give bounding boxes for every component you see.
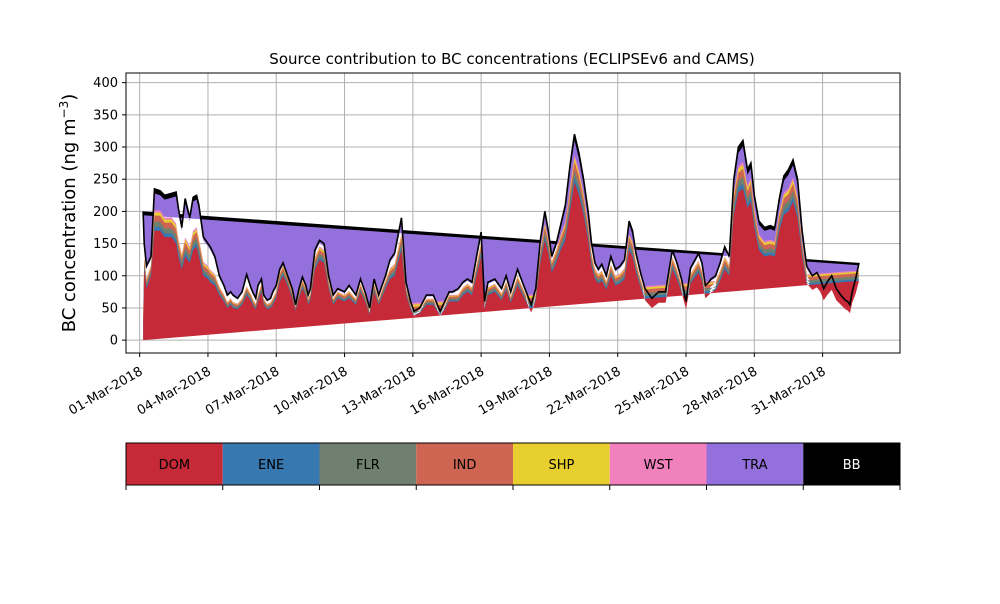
y-tick-label: 400	[93, 76, 118, 91]
legend-label-ENE: ENE	[258, 458, 284, 473]
y-axis-ticks: 0 50 100 150 200 250 300 350 400	[93, 76, 126, 349]
total-line	[142, 133, 860, 314]
x-tick-label: 31-Mar-2018	[749, 364, 828, 418]
legend-swatch-IND	[416, 443, 513, 485]
x-tick-label: 04-Mar-2018	[135, 364, 214, 418]
x-tick-label: 13-Mar-2018	[340, 364, 419, 418]
legend-swatch-BB	[803, 443, 900, 485]
legend-swatch-ENE	[222, 443, 320, 485]
x-tick-label: 07-Mar-2018	[203, 364, 282, 418]
y-axis-label: BC concentration (ng m−3)	[57, 94, 80, 333]
x-tick-label: 16-Mar-2018	[408, 364, 487, 418]
area-TRA	[143, 140, 860, 312]
legend-swatch-WST	[609, 443, 707, 485]
legend-label-DOM: DOM	[159, 458, 190, 473]
y-tick-label: 200	[93, 205, 118, 220]
legend-swatch-DOM	[126, 443, 223, 485]
x-tick-label: 19-Mar-2018	[476, 364, 555, 418]
x-tick-label: 28-Mar-2018	[681, 364, 760, 418]
total-bb-line	[142, 133, 860, 314]
legend-swatch-FLR	[319, 443, 417, 485]
legend-label-FLR: FLR	[356, 458, 380, 473]
legend-label-WST: WST	[644, 458, 673, 473]
x-tick-label: 10-Mar-2018	[271, 364, 350, 418]
stacked-areas	[143, 134, 860, 341]
y-tick-label: 350	[93, 108, 118, 123]
y-tick-label: 50	[101, 301, 118, 316]
legend-swatch-TRA	[706, 443, 804, 485]
plot-frame	[125, 72, 901, 354]
legend-swatch-SHP	[513, 443, 610, 485]
x-axis-ticks: 01-Mar-201804-Mar-201807-Mar-201810-Mar-…	[66, 353, 829, 419]
legend-label-SHP: SHP	[548, 458, 574, 473]
y-tick-label: 250	[93, 173, 118, 188]
chart-title: Source contribution to BC concentrations…	[269, 50, 754, 68]
legend-label-TRA: TRA	[741, 458, 767, 473]
legend-label-IND: IND	[453, 458, 477, 473]
y-tick-label: 150	[93, 237, 118, 252]
y-tick-label: 100	[93, 269, 118, 284]
x-tick-label: 01-Mar-2018	[66, 364, 145, 418]
x-tick-label: 25-Mar-2018	[613, 364, 692, 418]
y-tick-label: 0	[110, 334, 118, 349]
x-tick-label: 22-Mar-2018	[544, 364, 623, 418]
legend-label-BB: BB	[843, 458, 861, 473]
legend-colorbar: DOM ENE FLR IND SHP WST TRA BB	[125, 442, 901, 490]
area-DOM	[143, 182, 860, 341]
y-tick-label: 300	[93, 141, 118, 156]
